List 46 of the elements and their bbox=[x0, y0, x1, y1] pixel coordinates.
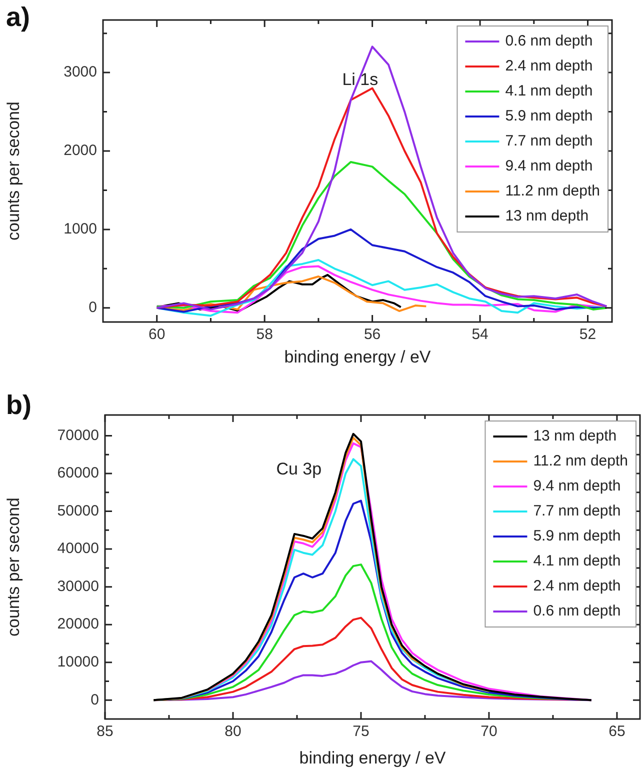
legend-label: 5.9 nm depth bbox=[505, 108, 593, 125]
x-tick-label: 70 bbox=[480, 723, 498, 740]
legend-label: 11.2 nm depth bbox=[505, 182, 600, 200]
y-tick-label: 40000 bbox=[57, 540, 99, 558]
y-tick-label: 20000 bbox=[57, 616, 99, 633]
x-tick-label: 85 bbox=[96, 723, 114, 740]
x-tick-label: 60 bbox=[148, 326, 166, 344]
x-tick-label: 52 bbox=[579, 326, 596, 344]
y-tick-label: 50000 bbox=[57, 502, 99, 520]
y-tick-label: 1000 bbox=[64, 220, 97, 238]
legend-label: 0.6 nm depth bbox=[505, 32, 593, 50]
y-tick-label: 2000 bbox=[64, 142, 97, 160]
y-tick-label: 60000 bbox=[57, 464, 99, 482]
y-tick-label: 3000 bbox=[64, 64, 97, 81]
y-tick-label: 30000 bbox=[57, 578, 99, 595]
y-tick-label: 10000 bbox=[57, 653, 99, 670]
legend-label: 13 nm depth bbox=[505, 208, 589, 225]
y-tick-label: 0 bbox=[90, 691, 99, 708]
y-tick-label: 0 bbox=[88, 299, 97, 316]
y-axis-title: counts per second bbox=[4, 498, 23, 636]
x-tick-label: 75 bbox=[352, 723, 370, 740]
x-tick-label: 56 bbox=[364, 326, 381, 344]
legend-label: 0.6 nm depth bbox=[533, 602, 621, 620]
x-tick-label: 65 bbox=[608, 723, 626, 740]
x-axis-title: binding energy / eV bbox=[284, 347, 432, 366]
legend-label: 13 nm depth bbox=[533, 428, 617, 445]
legend-label: 9.4 nm depth bbox=[505, 158, 593, 175]
x-axis-title: binding energy / eV bbox=[299, 748, 446, 768]
legend-label: 4.1 nm depth bbox=[505, 82, 593, 100]
legend-label: 7.7 nm depth bbox=[533, 502, 621, 520]
x-tick-label: 80 bbox=[224, 723, 242, 740]
x-tick-label: 58 bbox=[256, 326, 273, 344]
legend-label: 9.4 nm depth bbox=[533, 478, 621, 495]
legend-label: 2.4 nm depth bbox=[505, 58, 593, 75]
legend-label: 7.7 nm depth bbox=[505, 132, 593, 150]
y-axis-title: counts per second bbox=[4, 102, 23, 240]
chart-title: b) bbox=[6, 390, 32, 421]
y-tick-label: 70000 bbox=[57, 426, 99, 444]
legend-label: 5.9 nm depth bbox=[533, 528, 621, 545]
chart-title: a) bbox=[6, 2, 30, 33]
legend-label: 2.4 nm depth bbox=[533, 578, 621, 595]
x-tick-label: 54 bbox=[472, 326, 488, 344]
annotation: Li 1s bbox=[342, 70, 378, 90]
annotation: Cu 3p bbox=[276, 459, 322, 478]
legend-label: 4.1 nm depth bbox=[533, 552, 621, 570]
legend-label: 11.2 nm depth bbox=[533, 452, 628, 470]
